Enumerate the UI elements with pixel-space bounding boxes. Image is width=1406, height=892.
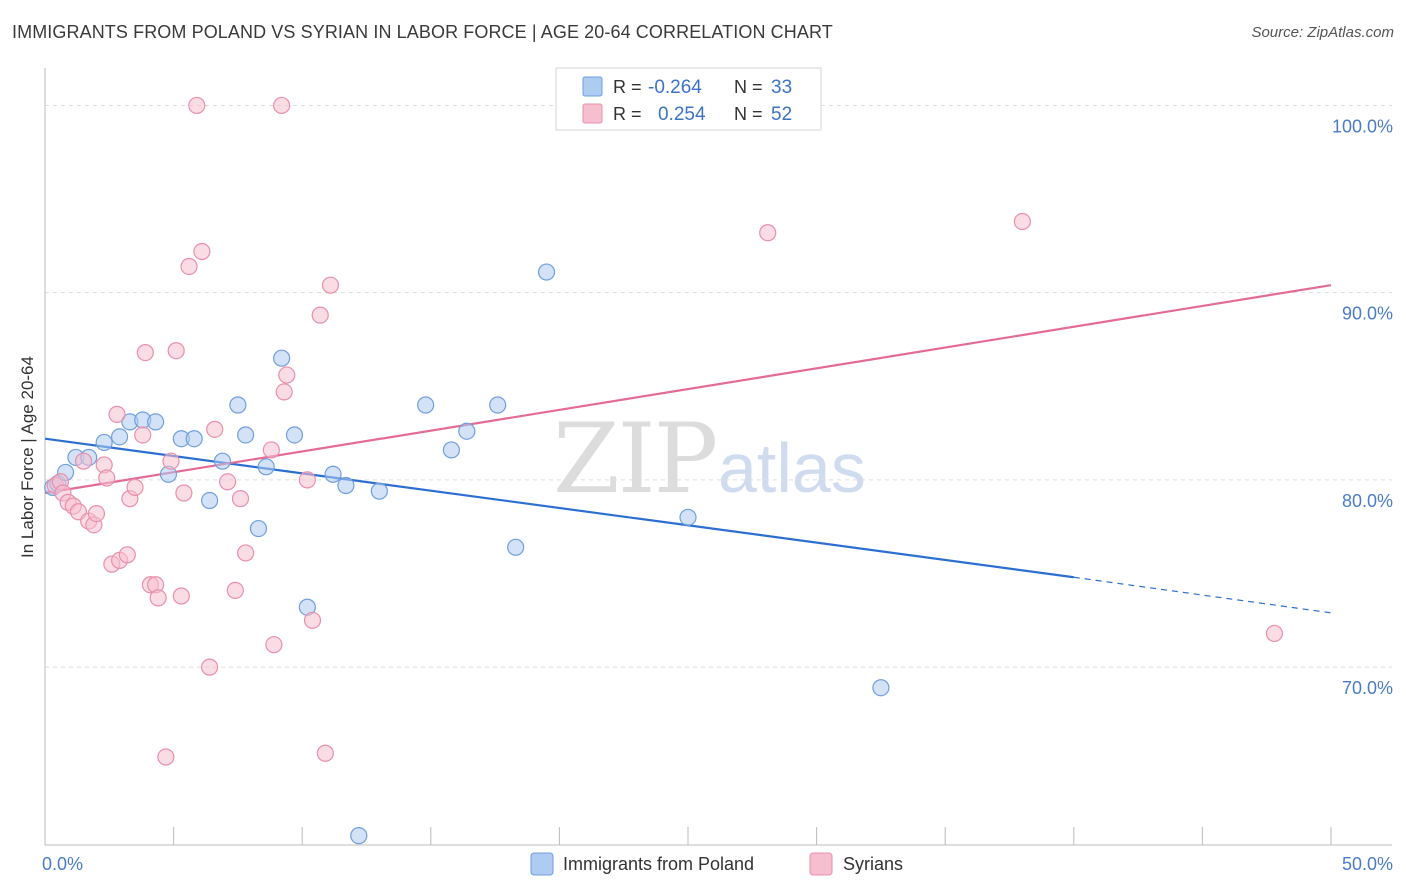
legend-r-label: R =	[613, 77, 642, 97]
syrian-point	[180, 257, 198, 276]
syrian-trend-line	[44, 284, 1332, 495]
syrian-point	[1013, 212, 1031, 231]
syrian-point	[167, 342, 185, 360]
poland-point	[872, 679, 890, 697]
syrian-point	[759, 224, 777, 242]
poland-point	[458, 422, 476, 440]
data-points	[44, 96, 1284, 845]
syrian-point	[303, 611, 322, 629]
poland-point	[273, 349, 291, 367]
tick-labels: 100.0% 90.0% 80.0% 70.0% 0.0% 50.0%	[42, 116, 1393, 874]
syrian-point	[118, 546, 136, 564]
syrian-point	[74, 452, 93, 470]
watermark: ZIP atlas	[553, 403, 866, 515]
legend-swatch-syrians	[582, 103, 603, 124]
syrian-point	[311, 306, 329, 324]
syrian-point	[175, 484, 193, 502]
poland-point	[185, 430, 203, 448]
watermark-atlas: atlas	[718, 429, 866, 507]
x-tick-label: 0.0%	[42, 854, 83, 874]
syrian-point	[206, 420, 224, 438]
poland-point	[679, 508, 697, 526]
axes	[44, 68, 1392, 846]
syrian-point	[193, 242, 211, 261]
poland-point	[95, 433, 113, 452]
y-tick-label: 80.0%	[1342, 491, 1393, 511]
syrian-point	[172, 587, 190, 605]
syrian-point	[201, 658, 219, 676]
syrian-point	[162, 452, 180, 470]
poland-trend-extension	[1073, 576, 1332, 614]
y-tick-label: 100.0%	[1332, 116, 1393, 136]
y-tick-label: 70.0%	[1342, 678, 1393, 698]
poland-point	[249, 519, 268, 538]
poland-point	[257, 458, 275, 476]
legend-r-value: -0.264	[648, 77, 702, 98]
correlation-legend: R = -0.264 N = 33 R = 0.254 N = 52	[555, 67, 822, 131]
syrian-point	[231, 490, 250, 508]
poland-point	[146, 413, 165, 431]
syrian-point	[126, 478, 144, 496]
poland-point	[285, 426, 304, 444]
syrian-point	[134, 426, 152, 444]
poland-point	[489, 396, 507, 414]
legend-n-value: 33	[771, 77, 792, 98]
poland-point	[110, 428, 129, 446]
poland-point	[507, 538, 525, 556]
series-legend: Immigrants from Poland Syrians	[530, 852, 903, 876]
source-note: Source: ZipAtlas.com	[1251, 24, 1394, 41]
poland-point	[370, 482, 388, 500]
syrian-point	[149, 589, 167, 607]
syrian-point	[157, 748, 175, 766]
syrian-point	[98, 469, 116, 487]
poland-point	[213, 452, 232, 470]
legend-n-label: N =	[734, 104, 763, 124]
watermark-zip: ZIP	[553, 403, 716, 515]
syrian-point	[262, 441, 280, 459]
syrian-point	[278, 366, 296, 384]
poland-point	[337, 476, 355, 495]
legend-swatch-poland	[582, 76, 603, 97]
series-swatch-syrians	[809, 852, 833, 876]
series-label-poland: Immigrants from Poland	[563, 854, 754, 874]
x-tick-label: 50.0%	[1342, 854, 1393, 874]
syrian-point	[1265, 624, 1284, 643]
poland-point	[229, 396, 247, 414]
syrian-point	[321, 276, 340, 294]
poland-point	[237, 426, 255, 444]
syrian-point	[188, 96, 206, 115]
syrian-point	[273, 96, 291, 115]
syrian-point	[226, 581, 244, 599]
poland-point	[417, 396, 435, 414]
legend-n-value: 52	[771, 104, 792, 125]
syrian-point	[219, 473, 237, 491]
chart-title: IMMIGRANTS FROM POLAND VS SYRIAN IN LABO…	[12, 22, 833, 42]
syrian-point	[316, 744, 334, 762]
poland-point	[324, 465, 342, 483]
legend-r-value: 0.254	[658, 104, 706, 125]
poland-point	[442, 441, 460, 459]
syrian-point	[136, 343, 154, 362]
syrian-point	[108, 405, 126, 423]
series-label-syrians: Syrians	[843, 854, 903, 874]
syrian-point	[265, 636, 283, 654]
y-axis-label: In Labor Force | Age 20-64	[18, 356, 37, 558]
series-swatch-poland	[530, 852, 554, 876]
poland-point	[201, 491, 219, 510]
poland-point	[350, 827, 368, 845]
syrian-point	[237, 544, 255, 562]
legend-n-label: N =	[734, 77, 763, 97]
poland-point	[537, 263, 556, 281]
syrian-point	[275, 383, 293, 401]
y-tick-label: 90.0%	[1342, 304, 1393, 324]
legend-r-label: R =	[613, 104, 642, 124]
syrian-point	[87, 505, 106, 523]
syrian-point	[298, 471, 316, 489]
grid	[45, 104, 1392, 668]
